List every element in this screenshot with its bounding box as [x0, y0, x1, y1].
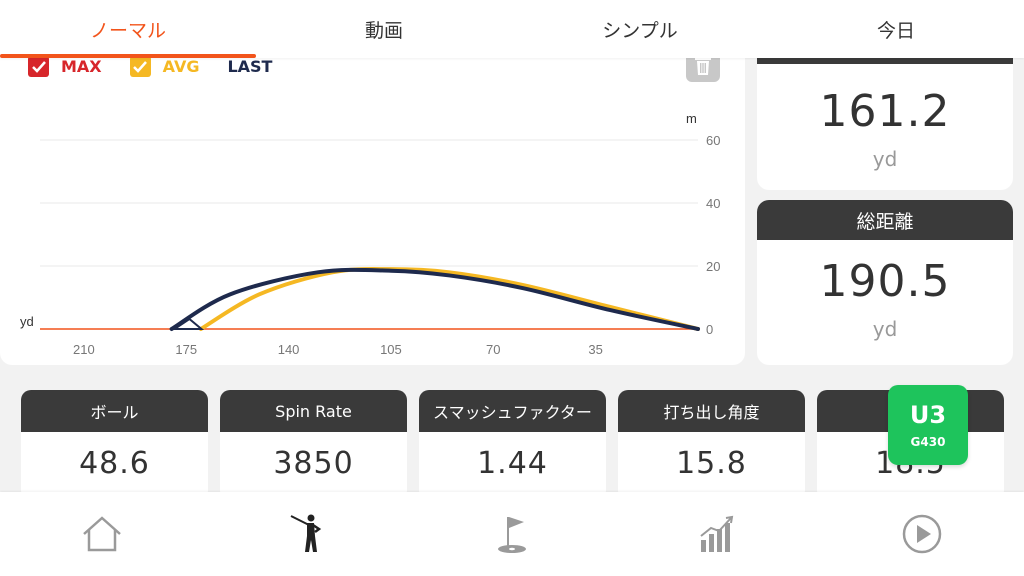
x-tick-label: 105: [380, 342, 402, 357]
legend-avg[interactable]: AVG: [129, 56, 200, 77]
x-tick-label: 175: [175, 342, 197, 357]
top-tab-bar: ノーマル 動画 シンプル 今日: [0, 0, 1024, 58]
club-name: U3: [909, 401, 947, 429]
trajectory-chart-card: 60 40 20 0 m yd 210 175 140 105 70 35 MAX AVG LAST: [0, 40, 745, 365]
total-distance-unit: yd: [872, 317, 898, 341]
trajectory-series-avg: [198, 267, 700, 331]
x-tick-label: 210: [73, 342, 95, 357]
carry-value: 161.2: [819, 86, 951, 137]
nav-swing[interactable]: [205, 492, 410, 576]
tab-video-label: 動画: [364, 19, 403, 42]
metric-title: Spin Rate: [220, 390, 407, 432]
total-distance-card: 総距離 190.5 yd: [757, 200, 1013, 365]
y-tick-label: 40: [706, 196, 720, 211]
carry-marker: [171, 317, 205, 330]
chart-legend: MAX AVG LAST: [28, 56, 300, 77]
tab-simple[interactable]: シンプル: [512, 0, 768, 58]
metric-title: 打ち出し角度: [618, 390, 805, 432]
tab-normal-label: ノーマル: [89, 19, 166, 42]
home-icon: [83, 516, 122, 552]
trash-icon: [695, 56, 711, 75]
metric-value: 15.8: [676, 446, 747, 481]
bottom-nav: [0, 492, 1024, 576]
metric-ball-speed: ボール 48.6: [21, 390, 208, 500]
carry-distance-card: 161.2 yd: [757, 40, 1013, 190]
carry-unit: yd: [872, 147, 898, 171]
x-axis-unit: yd: [20, 314, 34, 329]
trajectory-chart: 60 40 20 0 m yd 210 175 140 105 70 35: [20, 111, 720, 357]
course-flag-icon: [497, 517, 526, 553]
y-tick-label: 0: [706, 322, 713, 337]
tab-video[interactable]: 動画: [256, 0, 512, 58]
legend-avg-label: AVG: [162, 57, 200, 76]
metric-smash-factor: スマッシュファクター 1.44: [419, 390, 606, 500]
total-distance-value: 190.5: [819, 256, 951, 307]
metric-value: 1.44: [477, 446, 548, 481]
nav-play[interactable]: [819, 492, 1024, 576]
legend-last-label: LAST: [227, 57, 273, 76]
tab-today[interactable]: 今日: [768, 0, 1024, 58]
nav-home[interactable]: [0, 492, 205, 576]
stats-chart-icon: [700, 515, 733, 552]
y-tick-label: 20: [706, 259, 720, 274]
legend-last[interactable]: LAST: [227, 57, 272, 76]
metric-title: ボール: [21, 390, 208, 432]
metric-value: 48.6: [79, 446, 150, 481]
play-icon: [902, 514, 941, 554]
legend-max-label: MAX: [61, 57, 102, 76]
club-badge[interactable]: U3 G430: [888, 385, 968, 465]
tab-normal[interactable]: ノーマル: [0, 0, 256, 58]
active-tab-indicator: [0, 54, 256, 58]
x-tick-label: 35: [588, 342, 602, 357]
club-model: G430: [910, 435, 946, 449]
x-tick-label: 70: [486, 342, 500, 357]
metric-value: 3850: [273, 446, 354, 481]
metric-spin-rate: Spin Rate 3850: [220, 390, 407, 500]
avg-checkbox[interactable]: [129, 56, 151, 77]
trajectory-series-last: [169, 267, 700, 331]
check-icon: [133, 60, 148, 73]
golfer-icon: [290, 514, 322, 552]
max-checkbox[interactable]: [28, 56, 49, 77]
tab-today-label: 今日: [876, 19, 915, 42]
tab-simple-label: シンプル: [602, 19, 678, 42]
metric-title: スマッシュファクター: [419, 390, 606, 432]
check-icon: [31, 60, 46, 73]
metric-launch-angle: 打ち出し角度 15.8: [618, 390, 805, 500]
total-distance-title: 総距離: [757, 200, 1013, 240]
nav-stats[interactable]: [614, 492, 819, 576]
y-axis-unit: m: [686, 111, 697, 126]
y-tick-label: 60: [706, 133, 720, 148]
x-tick-label: 140: [278, 342, 300, 357]
nav-course[interactable]: [410, 492, 615, 576]
legend-max[interactable]: MAX: [28, 56, 102, 77]
